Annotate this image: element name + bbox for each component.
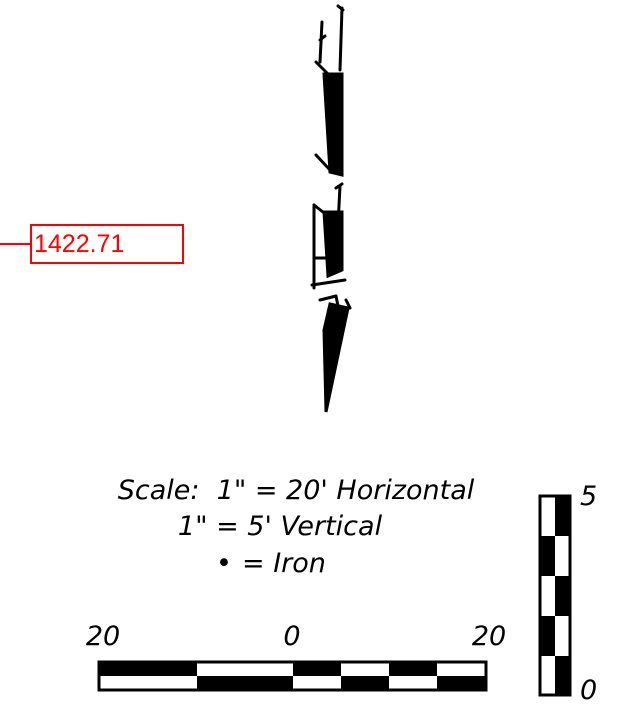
legend-scale-vertical: 1" = 5' Vertical bbox=[177, 511, 383, 542]
vscale-black-seg-3 bbox=[555, 576, 570, 616]
profile-line-3 bbox=[318, 20, 324, 64]
vertical-bar-scale bbox=[538, 494, 572, 697]
profile-line-13 bbox=[318, 294, 338, 302]
legend-scale-horizontal: Scale: 1" = 20' Horizontal bbox=[117, 475, 475, 506]
profile-fill-1 bbox=[322, 72, 344, 177]
elevation-leader-line bbox=[0, 243, 30, 245]
hscale-black-seg-2 bbox=[197, 676, 293, 690]
hscale-label-right: 20 bbox=[471, 621, 507, 652]
profile-fill-2 bbox=[322, 210, 344, 279]
hscale-black-seg-5 bbox=[389, 662, 437, 676]
profile-line-12 bbox=[310, 278, 347, 287]
hscale-label-center: 0 bbox=[283, 621, 301, 652]
vscale-black-seg-2 bbox=[540, 536, 555, 576]
profile-linework bbox=[310, 4, 352, 413]
profile-fill-3 bbox=[322, 302, 350, 413]
vscale-label-top: 5 bbox=[580, 481, 598, 512]
profile-line-4 bbox=[318, 34, 327, 42]
profile-line-2 bbox=[338, 6, 344, 72]
hscale-black-seg-4 bbox=[341, 676, 389, 690]
vscale-label-bottom: 0 bbox=[580, 675, 598, 706]
vscale-black-seg-1 bbox=[555, 496, 570, 536]
legend-iron-symbol: • bbox=[216, 548, 232, 579]
vscale-black-seg-4 bbox=[540, 616, 555, 656]
vscale-black-seg-5 bbox=[555, 656, 570, 695]
profile-line-15 bbox=[344, 298, 352, 310]
horizontal-bar-scale bbox=[97, 660, 488, 692]
hscale-black-seg-3 bbox=[293, 662, 341, 676]
elevation-label: 1422.71 bbox=[30, 224, 184, 264]
legend-iron-text: = Iron bbox=[242, 548, 326, 579]
hscale-label-left: 20 bbox=[85, 621, 121, 652]
hscale-black-seg-1 bbox=[99, 662, 197, 676]
hscale-black-seg-6 bbox=[437, 676, 486, 690]
profile-line-6 bbox=[314, 153, 332, 172]
